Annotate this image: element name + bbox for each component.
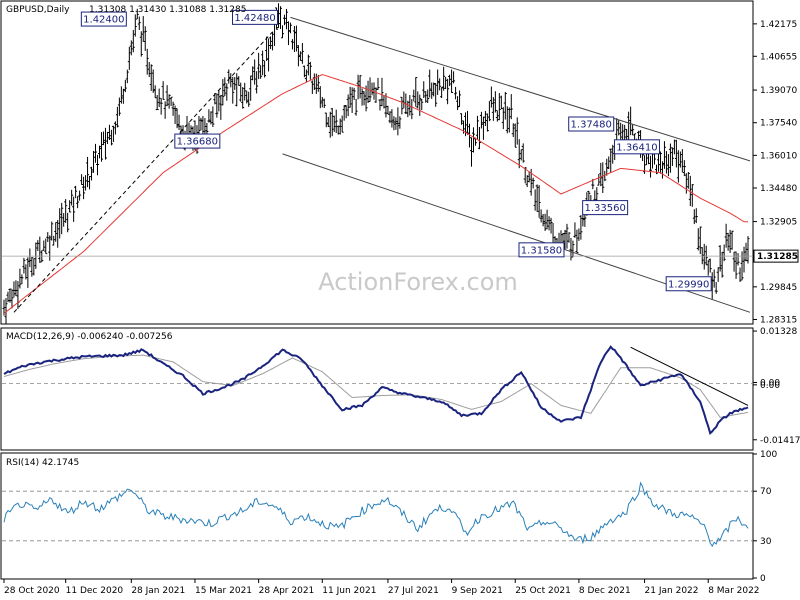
- x-tick-label: 15 Mar 2021: [195, 586, 252, 596]
- macd-axis-tick-label: -0.014173: [760, 436, 800, 446]
- ohlc-header: 1.31308 1.31430 1.31088 1.31285: [89, 5, 246, 15]
- price-title: GBPUSD,Daily: [6, 5, 70, 15]
- channel-line: [290, 16, 751, 162]
- price-axis-tick-label: 1.40655: [760, 52, 797, 62]
- price-label: 1.37480: [571, 120, 612, 131]
- macd-line: [3, 345, 749, 436]
- macd-axis-tick-label: 0.00: [760, 381, 780, 391]
- rsi-axis-tick-label: 70: [760, 487, 772, 497]
- price-label: 1.42400: [83, 15, 124, 26]
- price-label-box: [568, 116, 615, 132]
- x-tick-label: 11 Jun 2021: [322, 586, 376, 596]
- price-axis-tick-label: 1.42175: [760, 20, 797, 30]
- x-tick-label: 28 Jan 2021: [131, 586, 185, 596]
- price-axis-tick-label: 1.37540: [760, 119, 797, 129]
- x-tick-label: 25 Oct 2021: [515, 586, 571, 596]
- rsi-panel: [2, 481, 752, 548]
- price-label: 1.36410: [616, 142, 657, 153]
- price-axis-tick-label: 1.28315: [760, 315, 797, 325]
- x-tick-label: 8 Dec 2021: [579, 586, 631, 596]
- price-label-box: [613, 139, 660, 155]
- current-price-label: 1.31285: [757, 252, 798, 262]
- moving-average-line: [3, 73, 748, 314]
- x-tick-label: 27 Jul 2021: [388, 586, 439, 596]
- support-trendline: [13, 31, 273, 313]
- macd-signal-line: [3, 354, 749, 418]
- rsi-line: [3, 481, 749, 548]
- price-axis-tick-label: 1.32905: [760, 218, 797, 228]
- price-label-box: [665, 276, 712, 292]
- macd-title: MACD(12,26,9) -0.006240 -0.007256: [6, 332, 173, 342]
- price-label: 1.31580: [521, 245, 562, 256]
- price-label: 1.29990: [668, 279, 709, 290]
- price-panel: 1.42400 1.42480 1.36680 1.37480 1.36410 1.335…: [2, 3, 752, 325]
- price-label: 1.33560: [584, 203, 625, 214]
- price-label-box: [582, 200, 629, 216]
- rsi-axis-tick-label: 100: [760, 450, 777, 460]
- price-axis-tick-label: 1.39070: [760, 86, 797, 96]
- rsi-axis-tick-label: 30: [760, 537, 772, 547]
- current-price-tag: [753, 249, 799, 263]
- x-tick-label: 9 Sep 2021: [452, 586, 503, 596]
- price-axis-tick-label: 1.34480: [760, 184, 797, 194]
- price-label: 1.36680: [177, 137, 218, 148]
- x-tick-label: 8 Mar 2022: [708, 586, 759, 596]
- price-label-box: [232, 9, 279, 25]
- macd-axis-tick-label: 0.00: [760, 378, 780, 388]
- price-label-box: [518, 242, 565, 258]
- price-label-box: [80, 11, 127, 27]
- macd-axis-tick-label: 0.01328: [760, 327, 797, 337]
- x-tick-label: 21 Jan 2022: [645, 586, 699, 596]
- price-label-box: [174, 133, 221, 149]
- x-tick-label: 28 Apr 2021: [259, 586, 315, 596]
- price-axis-tick-label: 1.36010: [760, 151, 797, 161]
- macd-trendline: [630, 346, 749, 406]
- price-panel-frame: [0, 0, 754, 325]
- price-label: 1.42480: [234, 13, 275, 24]
- x-axis: 28 Oct 2020 11 Dec 2020 28 Jan 2021 15 Mar …: [3, 579, 760, 596]
- x-tick-label: 28 Oct 2020: [4, 586, 60, 596]
- y-axis: 1.42175 1.40655 1.39070 1.37540 1.36010 1.344…: [753, 20, 800, 584]
- rsi-axis-tick-label: 0: [760, 574, 766, 584]
- rsi-panel-frame: [0, 452, 754, 580]
- rsi-title: RSI(14) 42.1745: [6, 458, 79, 468]
- macd-panel: [2, 345, 752, 436]
- price-axis-tick-label: 1.29845: [760, 283, 797, 293]
- macd-panel-frame: [0, 327, 754, 451]
- x-tick-label: 11 Dec 2020: [66, 586, 124, 596]
- watermark-text: ActionForex.com: [318, 268, 518, 296]
